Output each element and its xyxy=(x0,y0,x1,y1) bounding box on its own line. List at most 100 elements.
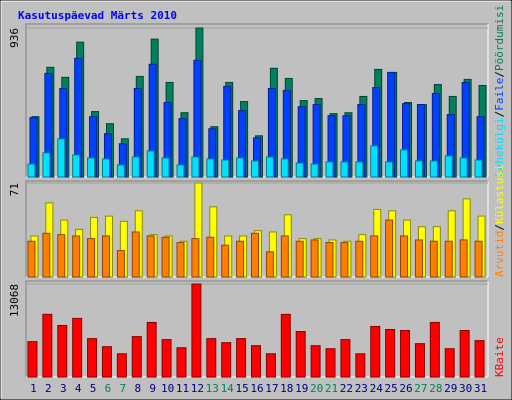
bar xyxy=(265,251,274,278)
bar xyxy=(429,240,438,278)
legend: Lehekülgi/Faile/Pöördumisi xyxy=(493,5,506,177)
bar xyxy=(251,345,261,378)
x-tick-label: 16 xyxy=(250,382,263,395)
bar xyxy=(161,339,172,378)
bar xyxy=(251,160,259,178)
x-tick-label: 18 xyxy=(280,382,293,395)
bar xyxy=(400,149,409,178)
x-tick-label: 6 xyxy=(105,382,112,395)
x-tick-label: 20 xyxy=(310,382,323,395)
x-tick-label: 2 xyxy=(45,382,52,395)
bar xyxy=(221,244,230,278)
x-tick-label: 24 xyxy=(370,382,384,395)
bar xyxy=(385,161,394,178)
bar xyxy=(236,240,245,278)
bar xyxy=(414,239,423,278)
bar xyxy=(295,162,304,178)
bar xyxy=(57,234,66,278)
bar xyxy=(280,158,289,178)
bar xyxy=(474,240,483,278)
legend-separator: / xyxy=(493,111,506,118)
bar xyxy=(57,138,66,178)
x-tick-label: 29 xyxy=(444,382,457,395)
bar xyxy=(87,157,96,178)
legend: Arvutid/Külastusi xyxy=(493,164,506,277)
bar xyxy=(459,330,470,378)
bar xyxy=(27,163,36,178)
x-tick-label: 31 xyxy=(474,382,487,395)
y-tick-label: 13068 xyxy=(8,284,21,317)
bar xyxy=(87,238,96,278)
bar xyxy=(355,161,364,178)
bar xyxy=(310,345,321,378)
bar xyxy=(385,329,396,378)
bar xyxy=(116,250,125,278)
bar xyxy=(474,340,485,378)
bar xyxy=(57,324,68,378)
bar xyxy=(459,239,468,278)
x-tick-label: 26 xyxy=(399,382,412,395)
x-tick-label: 3 xyxy=(60,382,67,395)
legend-entry: Lehekülgi xyxy=(493,117,506,177)
x-tick-label: 21 xyxy=(325,382,338,395)
bar xyxy=(72,154,81,178)
bar xyxy=(131,336,142,378)
bar xyxy=(387,71,396,178)
bar xyxy=(131,156,140,178)
bar xyxy=(251,232,259,278)
bar xyxy=(206,236,215,278)
bar xyxy=(101,235,110,278)
legend-entry: Külastusi xyxy=(493,164,506,224)
bar xyxy=(414,160,423,178)
bar xyxy=(280,235,289,278)
bar xyxy=(340,161,349,178)
bar xyxy=(206,158,215,178)
bar xyxy=(400,235,409,278)
bar xyxy=(146,321,157,378)
bar xyxy=(116,353,127,378)
x-tick-label: 10 xyxy=(161,382,174,395)
bar xyxy=(310,163,319,178)
x-tick-label: 28 xyxy=(429,382,442,395)
bar xyxy=(295,240,304,278)
bar xyxy=(385,219,394,278)
x-tick-label: 4 xyxy=(75,382,82,395)
bar xyxy=(340,339,351,378)
bar xyxy=(325,161,334,178)
bar xyxy=(176,347,187,378)
bar xyxy=(42,313,53,378)
bar xyxy=(101,346,112,378)
bar xyxy=(295,331,306,378)
bar xyxy=(101,158,110,178)
bar xyxy=(325,242,334,278)
x-tick-label: 19 xyxy=(295,382,308,395)
legend-entry: KBaite xyxy=(493,337,506,377)
bar xyxy=(414,343,425,378)
bar xyxy=(191,238,200,278)
bar xyxy=(206,338,217,378)
bar xyxy=(325,348,336,378)
bar xyxy=(42,232,51,278)
x-tick-label: 15 xyxy=(235,382,248,395)
x-tick-label: 23 xyxy=(355,382,368,395)
bar xyxy=(72,235,81,278)
bar xyxy=(444,240,453,278)
bar xyxy=(429,160,438,178)
bar xyxy=(161,157,170,178)
bar xyxy=(72,317,83,378)
bar xyxy=(429,321,440,378)
x-tick-label: 1 xyxy=(30,382,37,395)
bar xyxy=(42,152,51,178)
bar xyxy=(27,240,36,278)
x-tick-label: 25 xyxy=(385,382,398,395)
bar xyxy=(444,155,453,178)
legend-separator: / xyxy=(493,71,506,78)
y-tick-label: 936 xyxy=(8,28,21,48)
y-tick-label: 71 xyxy=(8,183,21,196)
legend-entry: Arvutid xyxy=(493,231,506,277)
bar xyxy=(355,353,366,378)
bar xyxy=(310,239,319,278)
bar xyxy=(236,338,247,378)
legend-entry: Faile xyxy=(493,78,506,111)
